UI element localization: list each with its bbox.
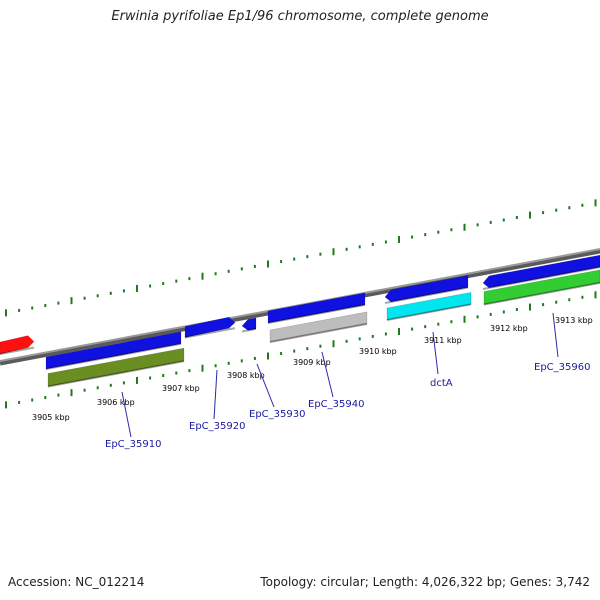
gene-shadow	[482, 266, 600, 290]
gene-track	[0, 254, 600, 388]
gene-label-leader	[552, 312, 559, 358]
gene-shadow	[241, 327, 257, 333]
lower-tick-row	[5, 291, 597, 409]
accession-text: Accession: NC_012214	[8, 575, 145, 589]
gene-arrow[interactable]	[45, 331, 182, 370]
map-title: Erwinia pyrifoliae Ep1/96 chromosome, co…	[111, 9, 489, 24]
tick-label: 3905 kbp	[32, 413, 70, 422]
gene-label-leader	[321, 351, 334, 398]
gene-label[interactable]: EpC_35920	[189, 421, 245, 432]
tick-label: 3912 kbp	[490, 324, 528, 333]
genome-summary-text: Topology: circular; Length: 4,026,322 bp…	[260, 575, 590, 589]
upper-tick-row	[5, 199, 597, 317]
tick-label: 3910 kbp	[359, 347, 397, 356]
gene-shadow	[184, 327, 236, 339]
gene-shadow	[45, 342, 182, 370]
tick-label: 3911 kbp	[424, 336, 462, 345]
gene-shadow	[267, 303, 366, 324]
gene-shadow	[47, 360, 185, 388]
gene-label[interactable]: EpC_35940	[308, 399, 364, 410]
gene-label-leader	[213, 369, 218, 420]
gene-label-leader	[432, 331, 439, 375]
tick-label: 3906 kbp	[97, 398, 135, 407]
gene-label-leader	[121, 391, 132, 438]
gene-arrow[interactable]	[267, 292, 366, 324]
gene-arrow[interactable]	[269, 311, 368, 343]
gene-shadow	[483, 281, 600, 306]
gene-label[interactable]: dctA	[430, 378, 453, 389]
gene-arrow[interactable]	[241, 317, 257, 331]
gene-shadow	[269, 322, 368, 343]
gene-label-leader	[256, 363, 275, 408]
tick-label-group: 3905 kbp 3906 kbp 3907 kbp 3908 kbp 3909 kbp…	[32, 316, 593, 422]
gene-shadow	[384, 286, 469, 304]
gene-arrow[interactable]	[386, 292, 472, 321]
gene-shadow	[386, 303, 472, 321]
gene-arrow[interactable]	[482, 254, 600, 289]
tick-label: 3913 kbp	[555, 316, 593, 325]
tick-label: 3909 kbp	[293, 358, 331, 367]
gene-label[interactable]: EpC_35960	[534, 362, 590, 373]
gene-label[interactable]: EpC_35910	[105, 439, 161, 450]
gene-arrow[interactable]	[47, 347, 185, 387]
gene-label[interactable]: EpC_35930	[249, 409, 305, 420]
gene-arrow[interactable]	[184, 316, 236, 338]
tick-label: 3908 kbp	[227, 371, 265, 380]
gene-arrow[interactable]	[384, 275, 469, 303]
gene-shadow	[0, 346, 35, 355]
gene-arrow[interactable]	[483, 269, 600, 305]
gene-arrow[interactable]	[0, 335, 35, 355]
tick-label: 3907 kbp	[162, 384, 200, 393]
